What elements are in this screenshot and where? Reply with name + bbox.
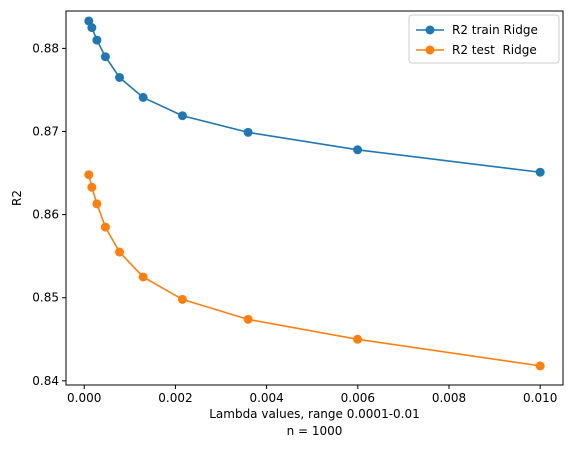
data-point — [87, 182, 97, 192]
data-point — [177, 294, 187, 304]
legend-marker-2 — [425, 45, 435, 55]
x-tick-label: 0.000 — [67, 391, 101, 405]
x-tick-label: 0.004 — [249, 391, 283, 405]
data-point — [92, 199, 102, 209]
legend-label-2: R2 test Ridge — [452, 43, 537, 57]
data-point — [84, 170, 94, 180]
data-point — [115, 72, 125, 82]
y-tick-label: 0.88 — [32, 41, 59, 55]
x-tick-label: 0.002 — [158, 391, 192, 405]
data-point — [177, 111, 187, 121]
data-point — [353, 145, 363, 155]
legend: R2 train Ridge R2 test Ridge — [408, 14, 560, 64]
y-tick-label: 0.84 — [32, 374, 59, 388]
data-point — [92, 35, 102, 45]
data-point — [138, 92, 148, 102]
x-axis-label-line2: n = 1000 — [287, 424, 343, 438]
y-tick-label: 0.87 — [32, 125, 59, 139]
x-tick-label: 0.008 — [432, 391, 466, 405]
data-point — [87, 23, 97, 33]
series-line-2 — [88, 174, 541, 367]
x-tick-label: 0.006 — [341, 391, 375, 405]
x-axis-ticks: 0.000 0.002 0.004 0.006 0.008 0.010 — [67, 385, 557, 405]
data-point — [100, 222, 110, 232]
legend-box — [408, 14, 560, 64]
legend-marker-1 — [425, 25, 435, 35]
y-tick-label: 0.86 — [32, 208, 59, 222]
plot-frame — [65, 10, 564, 386]
y-tick-label: 0.85 — [32, 291, 59, 305]
y-axis-ticks: 0.84 0.85 0.86 0.87 0.88 — [32, 41, 66, 388]
series-line-1 — [88, 20, 541, 174]
x-tick-label: 0.010 — [523, 391, 557, 405]
x-axis-label: Lambda values, range 0.0001-0.01 — [209, 407, 420, 421]
y-axis-label: R2 — [10, 190, 24, 206]
legend-label-1: R2 train Ridge — [452, 23, 538, 37]
data-point — [100, 52, 110, 62]
data-point — [243, 314, 253, 324]
data-point — [115, 247, 125, 257]
data-point — [138, 272, 148, 282]
plot-content — [84, 16, 545, 371]
data-point — [353, 334, 363, 344]
data-point — [535, 167, 545, 177]
data-point — [535, 361, 545, 371]
data-point — [243, 127, 253, 137]
